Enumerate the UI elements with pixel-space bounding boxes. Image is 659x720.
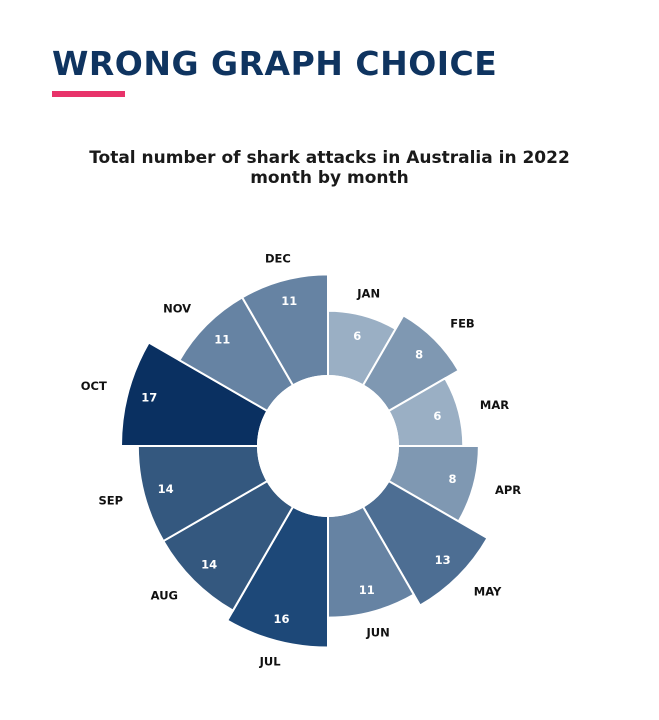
month-label-jul: JUL — [259, 654, 282, 668]
value-label-sep: 14 — [158, 482, 174, 496]
month-label-sep: SEP — [99, 493, 124, 507]
heading-underline — [52, 91, 125, 97]
month-label-mar: MAR — [480, 398, 509, 412]
month-label-aug: AUG — [151, 589, 178, 603]
month-label-apr: APR — [495, 483, 521, 497]
value-label-apr: 8 — [448, 472, 456, 486]
value-label-may: 13 — [435, 553, 451, 567]
month-label-jun: JUN — [365, 626, 389, 640]
value-label-aug: 14 — [201, 557, 217, 571]
month-label-dec: DEC — [265, 251, 291, 265]
value-label-nov: 11 — [214, 333, 230, 347]
value-label-mar: 6 — [433, 409, 441, 423]
chart-title-line-2: month by month — [250, 168, 409, 188]
value-label-feb: 8 — [415, 347, 423, 361]
month-label-jan: JAN — [356, 287, 380, 301]
chart-title: Total number of shark attacks in Austral… — [0, 148, 659, 188]
value-label-jul: 16 — [274, 612, 290, 626]
chart-title-line-1: Total number of shark attacks in Austral… — [89, 148, 570, 168]
donut-hole — [257, 375, 399, 517]
value-label-jun: 11 — [359, 583, 375, 597]
month-label-nov: NOV — [163, 302, 191, 316]
value-label-oct: 17 — [141, 391, 157, 405]
month-label-may: MAY — [474, 584, 502, 598]
value-label-dec: 11 — [281, 294, 297, 308]
month-label-oct: OCT — [81, 379, 107, 393]
month-label-feb: FEB — [450, 316, 474, 330]
value-label-jan: 6 — [353, 329, 361, 343]
page-heading: WRONG GRAPH CHOICE — [52, 44, 498, 83]
